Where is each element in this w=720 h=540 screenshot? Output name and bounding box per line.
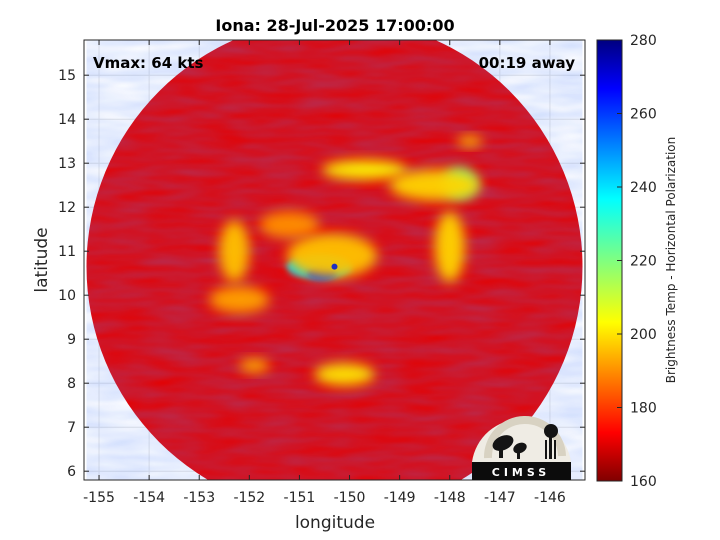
- axes-frame: [83, 39, 586, 481]
- x-tick-label: -155: [83, 490, 115, 506]
- feature-south-cell: [314, 363, 375, 386]
- feature-southwest-cell: [239, 359, 270, 373]
- y-tick-label: 8: [67, 376, 76, 392]
- y-tick-label: 10: [58, 288, 76, 304]
- feature-east-band: [434, 211, 465, 282]
- colorbar-label: Brightness Temp - Horizontal Polarizatio…: [664, 137, 678, 384]
- cimss-logo: CIMSS: [472, 416, 571, 480]
- colorbar-ticks: 160 180 200 220 240 260 280: [617, 33, 657, 490]
- colorbar-tick-label: 200: [630, 327, 657, 343]
- x-tick-label: -146: [534, 490, 566, 506]
- y-tick-label: 13: [58, 156, 76, 172]
- feature-north-band: [321, 160, 408, 180]
- y-tick-label: 9: [67, 332, 76, 348]
- x-tick-label: -152: [233, 490, 265, 506]
- x-tick-label: -154: [133, 490, 165, 506]
- y-tick-label: 14: [58, 112, 76, 128]
- feature-outer-spiral: [259, 211, 320, 238]
- chart-title: Iona: 28-Jul-2025 17:00:00: [215, 16, 454, 35]
- feature-northeast-band: [389, 169, 480, 201]
- x-axis-ticks: -155 -154 -153 -152 -151 -150 -149 -148 -147 -146: [83, 40, 566, 506]
- colorbar-tick-label: 260: [630, 107, 657, 123]
- y-tick-label: 7: [67, 420, 76, 436]
- x-tick-label: -147: [484, 490, 516, 506]
- y-axis-label: latitude: [32, 227, 52, 292]
- x-tick-label: -151: [284, 490, 316, 506]
- y-tick-label: 15: [58, 68, 76, 84]
- y-tick-label: 6: [67, 464, 76, 480]
- feature-southwest-band: [209, 286, 270, 313]
- y-tick-label: 11: [58, 244, 76, 260]
- colorbar-tick-label: 220: [630, 254, 657, 270]
- storm-eye: [331, 263, 338, 270]
- convective-features: [209, 135, 483, 386]
- colorbar-tick-label: 280: [630, 33, 657, 49]
- colorbar-tick-label: 160: [630, 474, 657, 490]
- colorbar: 160 180 200 220 240 260 280 Brightness Temp - …: [596, 33, 678, 490]
- colorbar-tick-label: 180: [630, 401, 657, 417]
- x-tick-label: -153: [183, 490, 215, 506]
- x-tick-label: -148: [434, 490, 466, 506]
- vmax-annotation: Vmax: 64 kts: [93, 54, 203, 72]
- brightness-temp-field: [86, 40, 583, 480]
- x-tick-label: -150: [334, 490, 366, 506]
- time-away-annotation: 00:19 away: [479, 54, 576, 72]
- x-tick-label: -149: [384, 490, 416, 506]
- y-tick-label: 12: [58, 200, 76, 216]
- x-axis-label: longitude: [295, 513, 375, 533]
- feature-northeast-spot: [457, 135, 483, 147]
- y-axis-ticks: 6 7 8 9 10 11 12 13 14 15: [58, 68, 585, 480]
- cimss-logo-text: CIMSS: [492, 466, 550, 479]
- colorbar-tick-label: 240: [630, 180, 657, 196]
- feature-inner-ring: [286, 233, 378, 278]
- feature-west-band: [219, 220, 250, 282]
